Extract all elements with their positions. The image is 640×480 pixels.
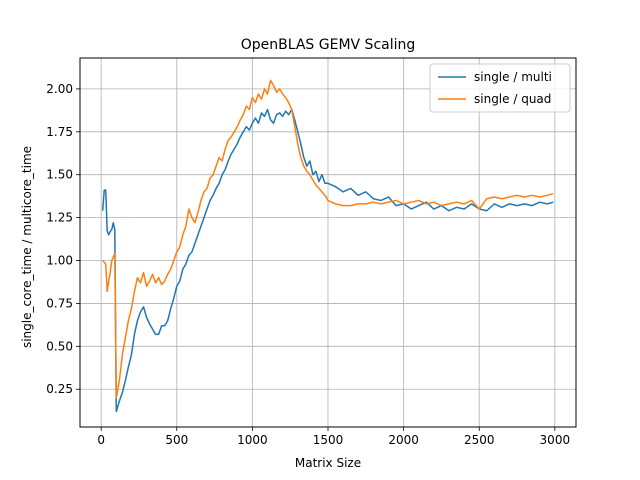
chart-title: OpenBLAS GEMV Scaling: [241, 37, 416, 53]
y-tick-label: 1.00: [46, 254, 73, 268]
x-tick-label: 0: [97, 433, 105, 447]
x-tick-label: 2000: [388, 433, 419, 447]
y-tick-label: 0.50: [46, 339, 73, 353]
legend-entry: single / multi: [474, 70, 552, 84]
ticks: 0 500 1000 1500 2000 2500 3000 0.25 0.50 0.75 1.00…: [46, 82, 570, 447]
series-line-1: [102, 79, 554, 399]
y-tick-label: 0.25: [46, 382, 73, 396]
legend-entry: single / quad: [474, 92, 551, 106]
series-lines: [101, 79, 554, 413]
legend: single / multi single / quad: [429, 63, 571, 113]
y-tick-label: 2.00: [46, 82, 73, 96]
x-tick-label: 1000: [237, 433, 268, 447]
x-tick-label: 500: [165, 433, 188, 447]
x-tick-label: 1500: [313, 433, 344, 447]
grid: [80, 58, 576, 427]
legend-box: [429, 63, 571, 113]
x-axis-label: Matrix Size: [295, 456, 361, 470]
y-tick-label: 1.25: [46, 211, 73, 225]
y-tick-label: 1.75: [46, 125, 73, 139]
y-tick-label: 0.75: [46, 296, 73, 310]
series-line-0: [101, 108, 554, 413]
x-tick-label: 2500: [464, 433, 495, 447]
y-axis-label: single_core_time / multicore_time: [20, 146, 34, 348]
y-tick-label: 1.50: [46, 168, 73, 182]
x-tick-label: 3000: [540, 433, 571, 447]
